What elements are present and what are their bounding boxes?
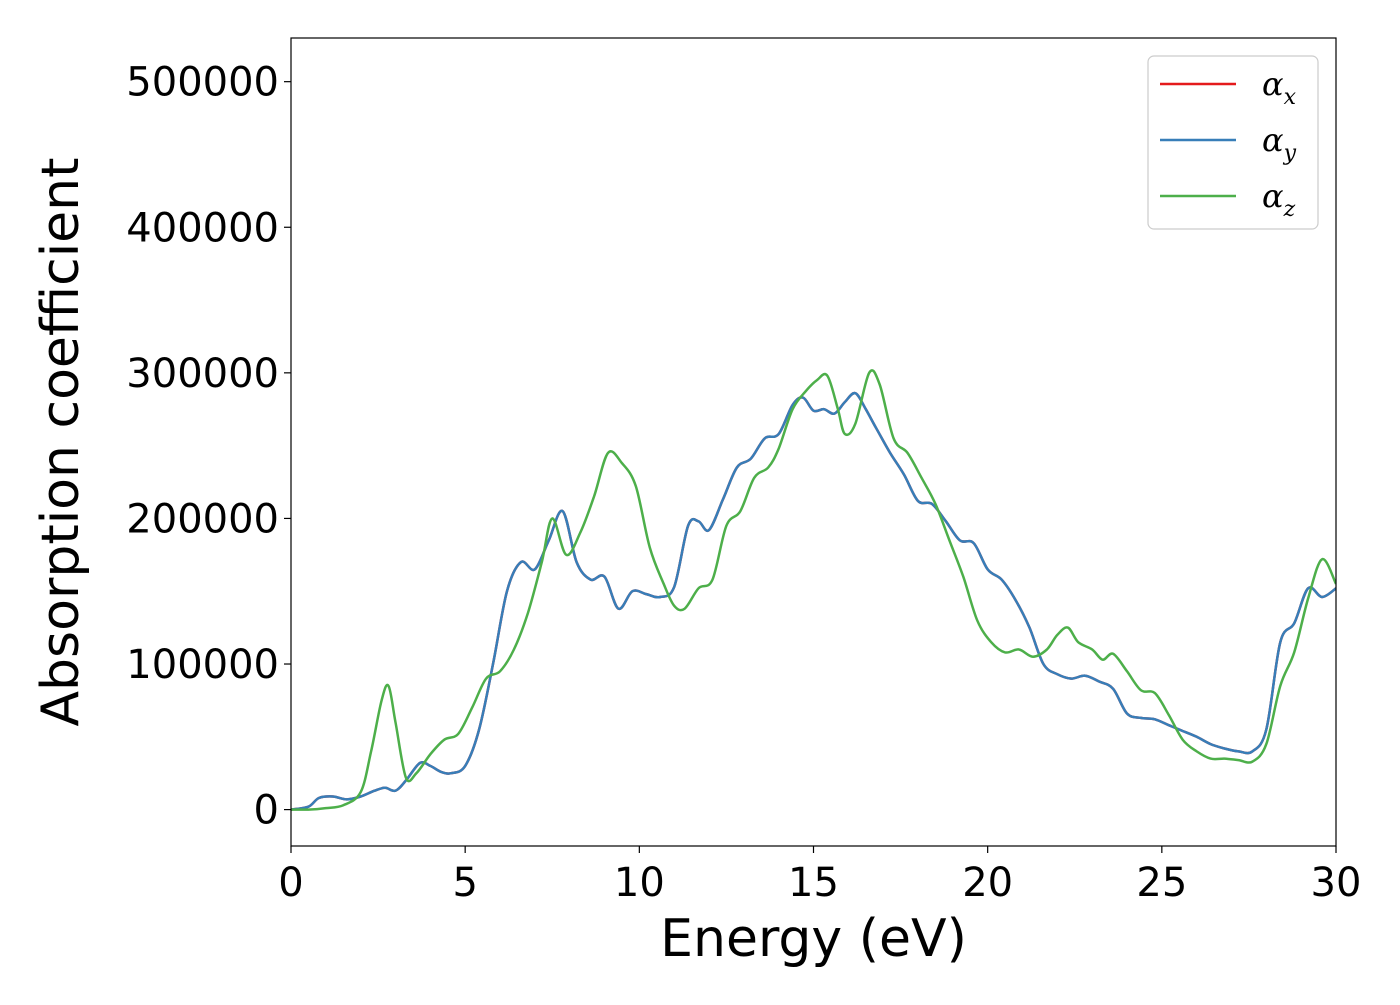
x-tick-label: 20 bbox=[962, 860, 1013, 906]
legend-label-z: αz bbox=[1262, 177, 1296, 222]
x-tick-label: 25 bbox=[1136, 860, 1187, 906]
series-line-y bbox=[291, 391, 1336, 811]
y-tick-label: 400000 bbox=[126, 205, 279, 251]
x-tick-label: 0 bbox=[278, 860, 303, 906]
legend-subscript: z bbox=[1283, 197, 1296, 222]
x-axis-label: Energy (eV) bbox=[660, 909, 967, 969]
y-tick-label: 500000 bbox=[126, 60, 279, 106]
series-line-x bbox=[291, 391, 1336, 811]
y-axis-label: Absorption coefficient bbox=[31, 157, 91, 726]
legend-subscript: x bbox=[1284, 85, 1297, 110]
x-tick-label: 5 bbox=[452, 860, 477, 906]
x-tick-label: 10 bbox=[614, 860, 665, 906]
x-tick-label: 15 bbox=[788, 860, 839, 906]
axis-ticks: 0 5 10 15 20 25 30 0 100000 200000 300000 400000 500… bbox=[126, 60, 1361, 906]
y-tick-label: 0 bbox=[254, 788, 279, 834]
y-tick-label: 100000 bbox=[126, 642, 279, 688]
legend-subscript: y bbox=[1283, 141, 1297, 166]
legend-box bbox=[1147, 55, 1319, 230]
y-tick-label: 300000 bbox=[126, 351, 279, 397]
series-line-z bbox=[291, 369, 1336, 811]
y-tick-label: 200000 bbox=[126, 496, 279, 542]
plot-lines bbox=[291, 369, 1336, 811]
x-tick-label: 30 bbox=[1311, 860, 1362, 906]
